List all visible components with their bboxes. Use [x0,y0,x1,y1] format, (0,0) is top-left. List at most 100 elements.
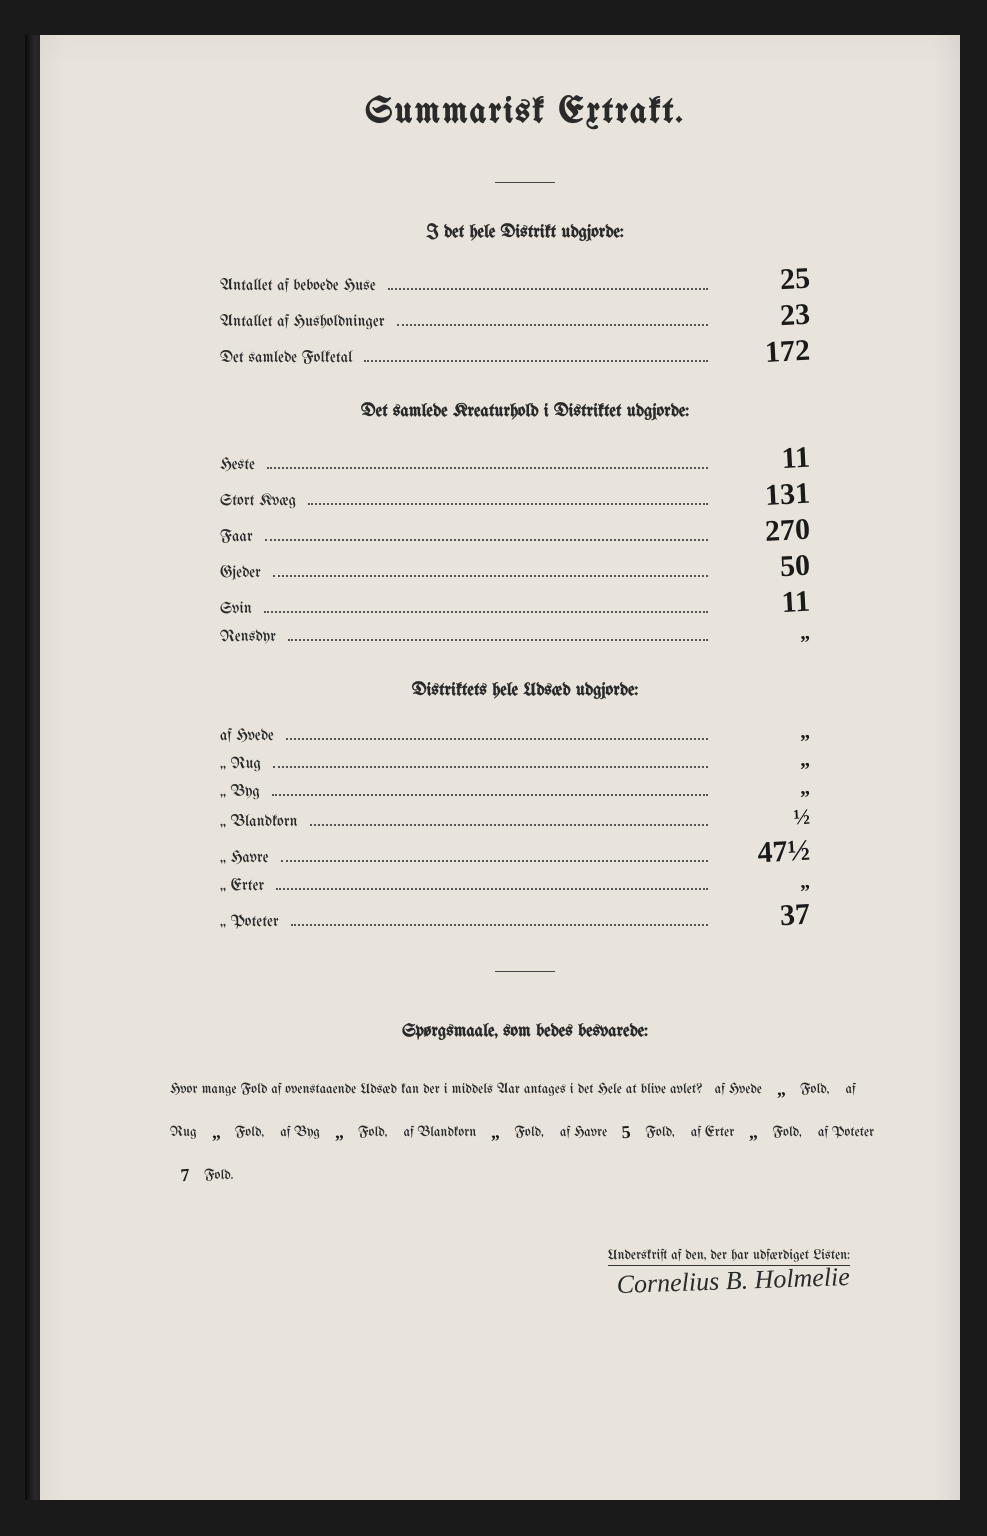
q-item-label: af Blandkorn [404,1125,477,1140]
leader-dots [364,360,708,362]
data-row: „ Rug „ [220,753,810,773]
data-row: „ Poteter 37 [220,903,810,931]
row-label: „ Havre [220,850,269,867]
row-value: 11 [719,588,810,620]
leader-dots [265,539,708,541]
row-value: 131 [719,480,810,512]
questions-section: Spørgsmaale, som bedes besvarede: Hvor m… [160,1022,890,1196]
q-item-value: „ [479,1110,512,1155]
row-value: 23 [719,301,810,333]
data-row: Gjeder 50 [220,554,810,582]
row-value: 172 [719,337,810,369]
leader-dots [286,738,708,740]
document-page: Summarisk Extrakt. I det hele Distrikt u… [40,35,960,1500]
q-item-unit: Fold, [773,1125,802,1140]
questions-body: Hvor mange Fold af ovenstaaende Udsæd ka… [160,1066,890,1196]
q-item-label: af Havre [560,1125,607,1140]
leader-dots [310,824,708,826]
row-label: „ Byg [220,784,260,801]
q-item-value: „ [765,1067,798,1112]
q-item-label: af Erter [691,1125,734,1140]
leader-dots [267,467,708,469]
row-value: 270 [719,516,810,548]
data-row: Rensdyr „ [220,626,810,646]
row-label: af Hvede [220,728,274,745]
signature-name: Cornelius B. Holmelie [160,1262,851,1316]
data-row: „ Blandkorn ½ [220,809,810,831]
title-divider [495,182,555,183]
section2-rows: Heste 11 Stort Kvæg 131 Faar 270 Gjeder … [220,446,810,646]
data-row: Svin 11 [220,590,810,618]
row-value: „ [720,751,811,774]
row-value: „ [720,723,811,746]
data-row: Antallet af beboede Huse 25 [220,267,810,295]
q-item-value: 7 [169,1153,202,1198]
row-label: Faar [220,529,253,546]
row-label: Rensdyr [220,629,276,646]
leader-dots [276,888,708,890]
q-item-unit: Fold, [235,1125,264,1140]
q-item-unit: Fold, [514,1125,543,1140]
row-value: 47½ [719,837,810,869]
questions-intro: Hvor mange Fold af ovenstaaende Udsæd ka… [170,1082,702,1097]
data-row: „ Byg „ [220,781,810,801]
leader-dots [264,611,708,613]
row-label: Antallet af Husholdninger [220,314,385,331]
q-item-unit: Fold, [800,1082,829,1097]
section1-header: I det hele Distrikt udgjorde: [160,223,890,242]
row-label: „ Poteter [220,914,279,931]
leader-dots [288,639,708,641]
leader-dots [291,924,708,926]
row-label: Heste [220,457,255,474]
q-item-value: „ [323,1110,356,1155]
section1-rows: Antallet af beboede Huse 25 Antallet af … [220,267,810,367]
q-item-value: „ [199,1110,232,1155]
page-title: Summarisk Extrakt. [160,95,890,132]
section-divider [495,971,555,972]
row-value: 50 [719,552,810,584]
data-row: „ Havre 47½ [220,839,810,867]
questions-header: Spørgsmaale, som bedes besvarede: [160,1022,890,1041]
row-value: 11 [719,444,810,476]
row-value: „ [720,873,811,896]
leader-dots [397,324,708,326]
row-label: Antallet af beboede Huse [220,278,376,295]
q-item-label: af Hvede [715,1082,762,1097]
leader-dots [388,288,708,290]
data-row: Antallet af Husholdninger 23 [220,303,810,331]
section3-rows: af Hvede „ „ Rug „ „ Byg „ „ Blandkorn ½… [220,725,810,931]
row-label: „ Blandkorn [220,814,298,831]
leader-dots [281,860,708,862]
section2-header: Det samlede Kreaturhold i Distriktet udg… [160,402,890,421]
leader-dots [308,503,708,505]
section3-header: Distriktets hele Udsæd udgjorde: [160,681,890,700]
row-label: Gjeder [220,565,261,582]
row-label: „ Erter [220,878,264,895]
row-value: „ [720,779,811,802]
data-row: af Hvede „ [220,725,810,745]
data-row: Det samlede Folketal 172 [220,339,810,367]
leader-dots [273,766,708,768]
row-label: Stort Kvæg [220,493,296,510]
data-row: Heste 11 [220,446,810,474]
leader-dots [273,575,708,577]
q-item-unit: Fold, [645,1125,674,1140]
q-item-label: af Byg [280,1125,320,1140]
data-row: „ Erter „ [220,875,810,895]
q-item-label: af Poteter [818,1125,874,1140]
row-label: Svin [220,601,252,618]
q-item-unit: Fold, [358,1125,387,1140]
data-row: Faar 270 [220,518,810,546]
row-value: ½ [720,807,811,831]
q-item-value: „ [737,1110,770,1155]
row-label: Det samlede Folketal [220,350,352,367]
q-item-unit: Fold. [204,1168,233,1183]
row-value: 37 [719,901,810,933]
row-value: „ [720,624,811,647]
row-label: „ Rug [220,756,261,773]
signature-block: Underskrift af den, der har udfærdiget L… [160,1246,890,1304]
row-value: 25 [719,265,810,297]
data-row: Stort Kvæg 131 [220,482,810,510]
q-item-value: 5 [610,1110,643,1155]
leader-dots [272,794,708,796]
